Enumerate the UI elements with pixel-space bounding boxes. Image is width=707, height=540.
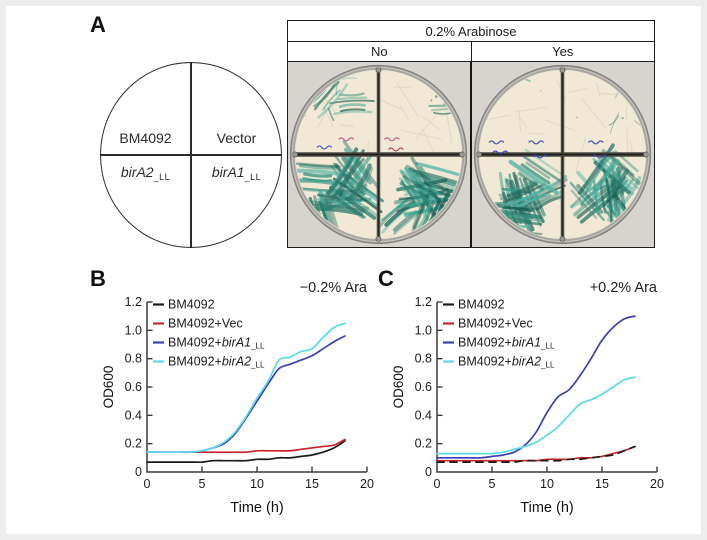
petri-dish-no-arabinose	[288, 62, 470, 247]
svg-text:0.4: 0.4	[125, 408, 142, 422]
svg-text:15: 15	[305, 477, 319, 491]
gene-name: birA2	[120, 164, 154, 180]
svg-text:15: 15	[595, 477, 609, 491]
svg-text:5: 5	[199, 477, 206, 491]
svg-text:BM4092+birA2_LL: BM4092+birA2_LL	[168, 355, 265, 370]
gene-subscript: _LL	[244, 172, 262, 182]
svg-text:1.0: 1.0	[415, 323, 432, 337]
gene-subscript: _LL	[153, 172, 171, 182]
svg-text:1.0: 1.0	[125, 323, 142, 337]
svg-text:Time (h): Time (h)	[230, 500, 283, 516]
plate-photo-no	[288, 62, 472, 247]
table-header-arabinose: 0.2% Arabinose	[288, 21, 654, 42]
svg-text:0: 0	[144, 477, 151, 491]
panel-c-label: C	[378, 266, 394, 291]
table-condition-row: No Yes	[288, 42, 654, 62]
svg-text:10: 10	[540, 477, 554, 491]
svg-text:0.2: 0.2	[125, 437, 142, 451]
svg-text:BM4092+Vec: BM4092+Vec	[458, 317, 533, 331]
condition-yes-header: Yes	[552, 44, 574, 59]
svg-text:0.6: 0.6	[125, 380, 142, 394]
svg-text:0.4: 0.4	[415, 408, 432, 422]
svg-text:0.8: 0.8	[125, 352, 142, 366]
panel-a-label: A	[90, 12, 106, 37]
svg-text:0: 0	[425, 465, 432, 479]
svg-text:OD600: OD600	[101, 366, 116, 409]
plate-photo-yes	[472, 62, 654, 247]
svg-text:0: 0	[135, 465, 142, 479]
svg-text:+0.2% Ara: +0.2% Ara	[590, 280, 658, 296]
svg-text:0.2: 0.2	[415, 437, 432, 451]
plate-key-diagram: BM4092 Vector birA2_LL birA1_LL	[100, 62, 282, 248]
svg-text:BM4092: BM4092	[458, 298, 505, 312]
plate-photos	[288, 62, 654, 247]
quadrant-label-birA1: birA1_LL	[191, 164, 282, 182]
svg-text:Time (h): Time (h)	[520, 500, 573, 516]
svg-text:BM4092+birA1_LL: BM4092+birA1_LL	[168, 336, 265, 351]
growth-chart-minus-ara: 0 5 10 15 20 0 0.2 0.4 0.6 0.8 1.0 1.2 OD600 Time (h)…	[101, 280, 374, 516]
condition-no-header: No	[288, 42, 472, 61]
quadrant-label-birA2: birA2_LL	[100, 164, 191, 182]
svg-text:0.6: 0.6	[415, 380, 432, 394]
svg-text:0: 0	[434, 477, 441, 491]
svg-text:BM4092+birA2_LL: BM4092+birA2_LL	[458, 355, 555, 370]
growth-chart-plus-ara: 0 5 10 15 20 0 0.2 0.4 0.6 0.8 1.0 1.2 OD600 Time (h)…	[391, 280, 664, 516]
svg-text:BM4092: BM4092	[168, 298, 215, 312]
svg-text:0.8: 0.8	[415, 352, 432, 366]
quadrant-label-vector: Vector	[216, 130, 257, 146]
svg-text:20: 20	[360, 477, 374, 491]
svg-text:1.2: 1.2	[415, 295, 432, 309]
gene-name: birA1	[211, 164, 245, 180]
svg-text:BM4092+birA1_LL: BM4092+birA1_LL	[458, 336, 555, 351]
svg-text:BM4092+Vec: BM4092+Vec	[168, 317, 243, 331]
panel-b-label: B	[90, 266, 106, 291]
svg-text:5: 5	[489, 477, 496, 491]
svg-text:20: 20	[650, 477, 664, 491]
svg-text:1.2: 1.2	[125, 295, 142, 309]
diagram-horizontal-divider	[100, 154, 282, 156]
quadrant-label-bm4092: BM4092	[119, 130, 172, 146]
petri-dish-yes-arabinose	[472, 62, 654, 247]
svg-text:−0.2% Ara: −0.2% Ara	[300, 280, 368, 296]
svg-text:OD600: OD600	[391, 366, 406, 409]
arabinose-table: 0.2% Arabinose No Yes	[287, 20, 655, 248]
svg-text:10: 10	[250, 477, 264, 491]
